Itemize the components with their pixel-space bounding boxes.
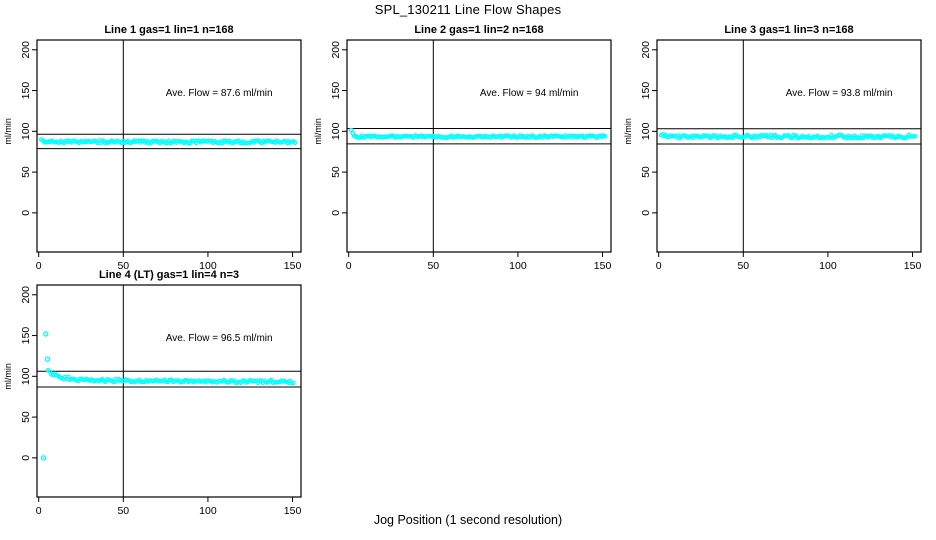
y-tick-label: 100: [20, 367, 32, 385]
y-tick-label: 150: [20, 327, 32, 345]
y-axis-unit-label: ml/min: [313, 118, 323, 145]
outlier-point: [44, 356, 51, 362]
outlier-point: [43, 331, 49, 337]
panel-title: Line 4 (LT) gas=1 lin=4 n=3: [99, 269, 239, 281]
y-tick-label: 0: [20, 455, 32, 461]
x-tick-label: 50: [117, 260, 129, 272]
plot-box: [36, 284, 302, 498]
plot-box: [36, 39, 302, 253]
panel-title: Line 1 gas=1 lin=1 n=168: [104, 24, 233, 36]
y-tick-label: 150: [20, 82, 32, 100]
y-tick-label: 0: [330, 210, 342, 216]
y-tick-label: 0: [640, 210, 652, 216]
y-axis-unit-label: ml/min: [623, 118, 633, 145]
x-tick-label: 50: [737, 260, 749, 272]
y-tick-label: 0: [20, 210, 32, 216]
y-tick-label: 150: [640, 82, 652, 100]
panel-line-1: 0 50 100 150 200 ml/min 0 50 100 150 Line 1 gas=1 …: [3, 24, 302, 272]
outlier-point: [40, 455, 47, 461]
ave-flow-annotation: Ave. Flow = 87.6 ml/min: [166, 88, 273, 99]
flow-points: [38, 137, 298, 146]
y-tick-label: 200: [330, 41, 342, 59]
flow-points: [658, 132, 918, 141]
panel-title: Line 3 gas=1 lin=3 n=168: [724, 24, 853, 36]
panel-title: Line 2 gas=1 lin=2 n=168: [414, 24, 543, 36]
y-axis-unit-label: ml/min: [3, 118, 13, 145]
y-tick-label: 200: [20, 41, 32, 59]
y-axis-unit-label: ml/min: [3, 363, 13, 390]
x-tick-label: 100: [199, 260, 217, 272]
x-tick-label: 100: [199, 505, 217, 517]
y-tick-label: 50: [20, 166, 32, 178]
panel-line-4: 0 50 100 150 200 ml/min 0 50 100 150 Line 4 (LT) g…: [3, 269, 302, 517]
y-tick-label: 100: [20, 122, 32, 140]
x-tick-label: 150: [284, 260, 302, 272]
y-tick-label: 50: [20, 411, 32, 423]
panel-line-3: 0 50 100 150 200 ml/min 0 50 100 150 Line 3 gas=1 …: [623, 24, 922, 272]
y-tick-label: 50: [330, 166, 342, 178]
x-tick-label: 0: [36, 260, 42, 272]
plot-box: [656, 39, 922, 253]
x-tick-label: 50: [427, 260, 439, 272]
x-tick-label: 0: [656, 260, 662, 272]
flow-points: [40, 331, 296, 461]
x-tick-label: 100: [819, 260, 837, 272]
panel-line-2: 0 50 100 150 200 ml/min 0 50 100 150 Line 2 gas=1 …: [313, 24, 612, 272]
x-tick-label: 0: [36, 505, 42, 517]
y-tick-label: 200: [640, 41, 652, 59]
y-tick-label: 50: [640, 166, 652, 178]
y-tick-label: 100: [640, 122, 652, 140]
x-tick-label: 150: [594, 260, 612, 272]
y-tick-label: 200: [20, 286, 32, 304]
chart-title: SPL_130211 Line Flow Shapes: [374, 2, 562, 17]
flow-points: [348, 127, 608, 141]
ave-flow-annotation: Ave. Flow = 94 ml/min: [480, 88, 578, 99]
plot-box: [346, 39, 612, 253]
x-tick-label: 150: [284, 505, 302, 517]
x-tick-label: 150: [904, 260, 922, 272]
y-tick-label: 150: [330, 82, 342, 100]
ave-flow-annotation: Ave. Flow = 93.8 ml/min: [786, 88, 893, 99]
x-tick-label: 50: [117, 505, 129, 517]
x-tick-label: 100: [509, 260, 527, 272]
x-tick-label: 0: [346, 260, 352, 272]
y-tick-label: 100: [330, 122, 342, 140]
ave-flow-annotation: Ave. Flow = 96.5 ml/min: [166, 333, 273, 344]
x-axis-title: Jog Position (1 second resolution): [373, 513, 563, 527]
